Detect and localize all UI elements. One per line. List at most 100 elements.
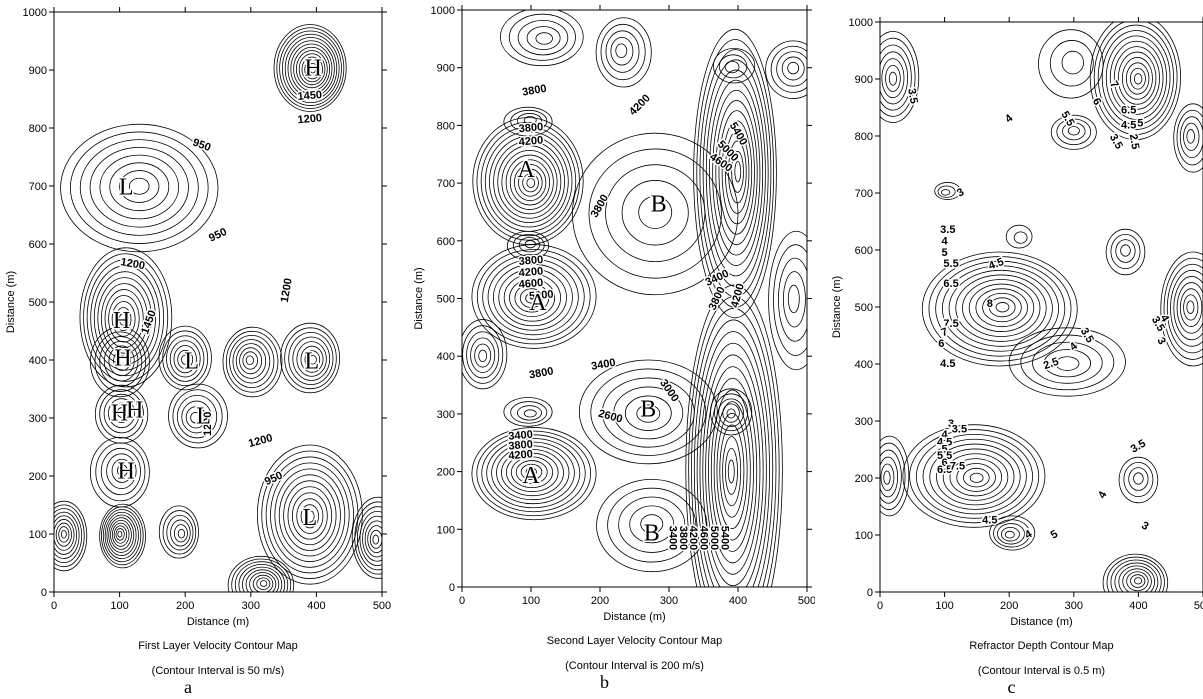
y-axis-label: Distance (m) (5, 271, 17, 333)
contour-line (880, 463, 895, 492)
contour-line (509, 159, 551, 206)
contour-line (117, 530, 123, 538)
contour-line (936, 448, 1015, 506)
contour-line (902, 424, 1046, 528)
contour-line (770, 45, 807, 93)
contour-line (636, 404, 661, 423)
map-caption-title: First Layer Velocity Contour Map (138, 640, 298, 652)
contour-line (909, 429, 1040, 524)
contour-line (1128, 467, 1149, 491)
contour-line (513, 163, 547, 202)
contour-label: 7 (1107, 79, 1120, 90)
contour-line (301, 56, 323, 83)
contour-map-c: 0 100 200 300 400 500 0 100 200 300 400 500 600 700 80… (831, 17, 1203, 697)
contour-label: 3400 (508, 429, 533, 443)
contour-label: 950 (191, 137, 212, 155)
contour-line (166, 514, 194, 551)
y-tick-label: 0 (867, 587, 873, 599)
contour-label: 4.5 (937, 437, 952, 449)
contour-line (937, 185, 956, 198)
contour-line (880, 456, 899, 498)
contour-line (941, 265, 1060, 352)
contour-line (117, 354, 128, 366)
contour-line (722, 436, 742, 507)
contour-line (1110, 233, 1141, 269)
y-tick-label: 500 (29, 297, 47, 309)
contour-lines-b (462, 10, 807, 587)
contour-line (962, 279, 1041, 337)
contour-line (481, 434, 586, 513)
contour-line (283, 480, 337, 551)
contour-line (921, 251, 1078, 367)
contour-line (1032, 341, 1103, 384)
contour-label: 3 (948, 418, 954, 430)
contour-line (470, 337, 496, 373)
contour-line (106, 453, 137, 490)
contour-line (693, 319, 774, 587)
contour-line (103, 340, 139, 382)
contour-label: 3 (1154, 336, 1167, 347)
contour-line (995, 302, 1010, 313)
contour-line (232, 339, 271, 384)
contour-line (787, 61, 800, 75)
contour-line (284, 327, 337, 390)
contour-label: 4.5 (940, 358, 955, 370)
contour-line (351, 496, 382, 579)
contour-label: 3800 (589, 193, 612, 220)
extremum-marker: H (126, 398, 143, 424)
contour-line (993, 519, 1031, 548)
extremum-marker: L (119, 174, 134, 200)
y-tick-label: 1000 (431, 5, 455, 17)
contour-line (1055, 356, 1080, 371)
contour-label: 4600 (518, 277, 543, 291)
contour-label: 1200 (297, 112, 322, 126)
contour-line (1129, 67, 1146, 90)
contour-line (1114, 562, 1159, 592)
contour-line (1130, 574, 1146, 588)
contour-line (1183, 294, 1199, 321)
contour-line (249, 572, 277, 592)
contour-label: 5 (942, 443, 948, 455)
contour-line (500, 10, 584, 67)
contour-line (190, 411, 201, 424)
contour-label: 5000 (529, 288, 554, 302)
contour-line (734, 160, 742, 183)
contour-line (525, 467, 537, 477)
contour-line (265, 456, 354, 574)
contour-label: 4.5 (982, 515, 997, 527)
contour-line (520, 463, 543, 481)
extremum-marker: L (184, 348, 199, 374)
extremum-marker: L (303, 505, 318, 531)
contour-line (1105, 35, 1167, 120)
contour-line (109, 162, 170, 212)
contour-line (110, 520, 132, 550)
contour-label: 4200 (687, 526, 699, 550)
contour-line (293, 46, 331, 92)
contour-line (989, 515, 1036, 551)
contour-line (478, 349, 488, 363)
contour-line (60, 529, 67, 539)
contour-line (714, 393, 749, 432)
contour-line (462, 325, 504, 384)
contour-line (278, 474, 341, 557)
contour-line (177, 349, 194, 369)
contour-line (610, 36, 634, 66)
contour-line (721, 120, 753, 225)
y-tick-label: 700 (855, 188, 873, 200)
contour-line (486, 438, 581, 509)
contour-line (492, 263, 573, 331)
contour-line (1163, 257, 1203, 360)
contour-line (482, 253, 585, 340)
contour-line (1183, 122, 1200, 151)
contour-line (725, 447, 738, 495)
contour-line (100, 447, 141, 496)
x-tick-label: 400 (1129, 600, 1147, 612)
contour-line (298, 53, 326, 86)
contour-line (104, 289, 144, 348)
contour-line (354, 501, 382, 575)
x-tick-label: 500 (798, 595, 815, 607)
contour-line (1120, 244, 1131, 257)
y-tick-label: 300 (29, 413, 47, 425)
contour-line (54, 515, 77, 555)
contour-label: 2.5 (1042, 356, 1060, 373)
